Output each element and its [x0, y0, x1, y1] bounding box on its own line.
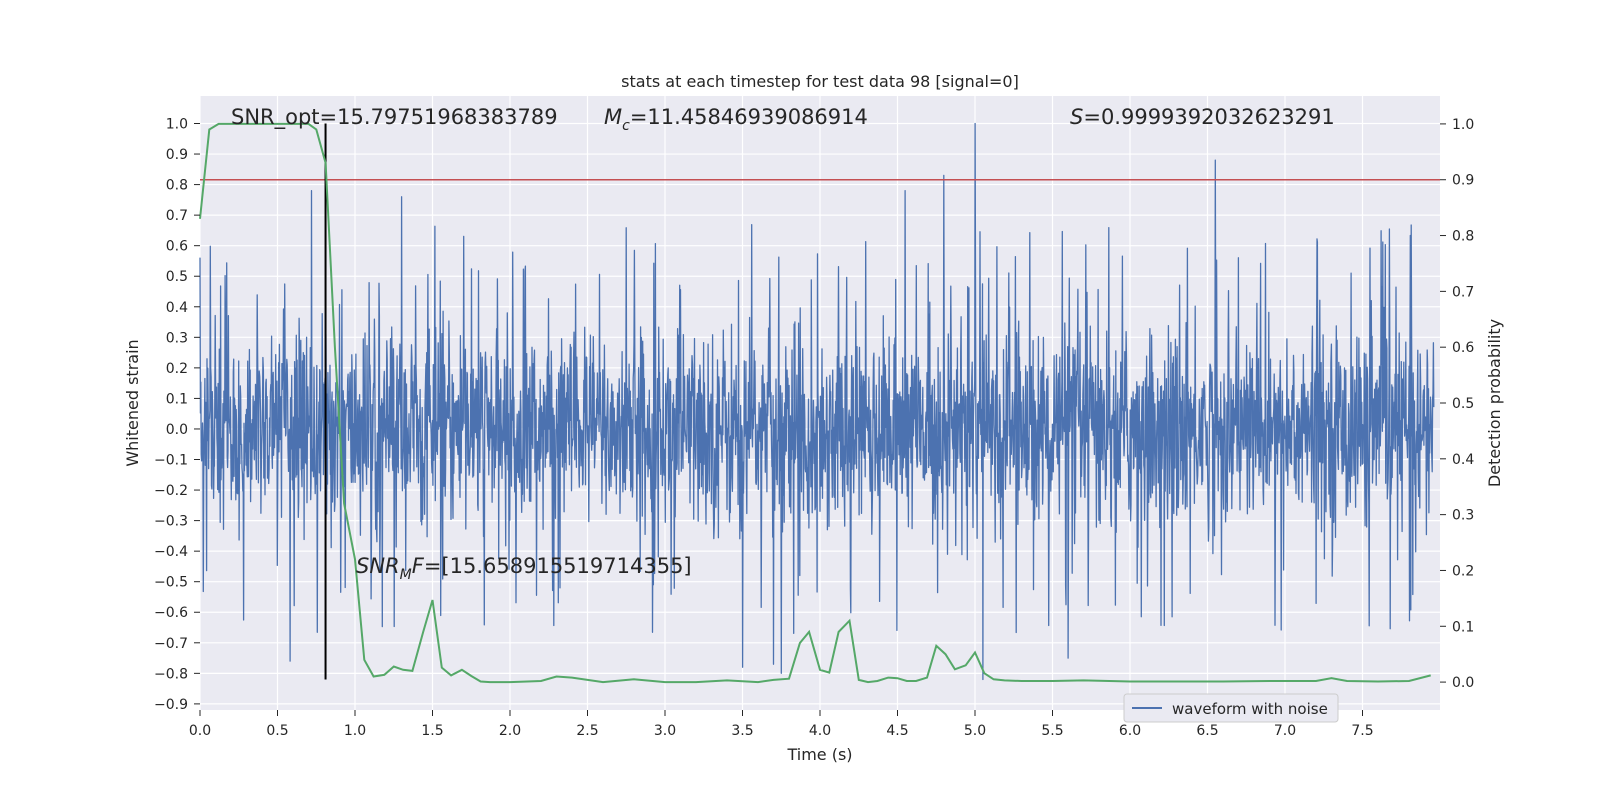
y-tick-label: −0.3	[154, 514, 188, 530]
x-tick-label: 3.5	[731, 723, 753, 739]
y-tick-label: −0.9	[154, 697, 188, 713]
chirp-mass-symbol: M	[604, 105, 622, 129]
right-y-ticks: 1.0 0.9 0.8 0.7 0.6 0.5 0.4 0.3 0.2 0.1 0.0	[1440, 117, 1474, 691]
y-tick-label: 0.5	[166, 269, 188, 285]
y-tick-label: 0.8	[166, 178, 188, 194]
y-tick-label: 1.0	[166, 116, 188, 132]
snr-mf-value: =[15.658915519714355]	[424, 554, 692, 578]
y-tick-label: 0.1	[166, 391, 188, 407]
chart-title: stats at each timestep for test data 98 …	[621, 72, 1019, 91]
x-tick-label: 5.5	[1041, 723, 1063, 739]
snr-opt-annotation: SNR_opt=15.79751968383789	[231, 105, 558, 130]
s-annotation: S=0.9999392032623291	[1070, 105, 1335, 129]
y-tick-label: 0.6	[166, 239, 188, 255]
x-tick-label: 5.0	[964, 723, 986, 739]
left-y-ticks: 1.0 0.9 0.8 0.7 0.6 0.5 0.4 0.3 0.2 0.1 0.0 −0.1 −0.…	[154, 116, 200, 713]
y2-tick-label: 0.8	[1452, 229, 1474, 245]
y-tick-label: 0.7	[166, 208, 188, 224]
x-tick-label: 1.0	[344, 723, 366, 739]
x-ticks: 0.0 0.5 1.0 1.5 2.0 2.5 3.0 3.5 4.0 4.5 5.0 5.5 6.0 6…	[189, 710, 1374, 739]
y-tick-label: −0.8	[154, 666, 188, 682]
s-symbol: S	[1070, 105, 1083, 129]
x-tick-label: 6.5	[1196, 723, 1218, 739]
y-axis-label: Whitened strain	[123, 339, 142, 466]
x-tick-label: 6.0	[1119, 723, 1141, 739]
y2-tick-label: 0.9	[1452, 173, 1474, 189]
y2-axis-label: Detection probability	[1485, 319, 1504, 487]
y2-tick-label: 0.2	[1452, 563, 1474, 579]
y2-tick-label: 0.1	[1452, 619, 1474, 635]
y-tick-label: 0.2	[166, 361, 188, 377]
x-tick-label: 7.0	[1274, 723, 1296, 739]
chirp-mass-annotation: Mc=11.45846939086914	[604, 105, 868, 134]
waveform-with-noise-series	[199, 122, 1435, 681]
snr-mf-symbol: SNR	[356, 554, 400, 578]
y2-tick-label: 0.6	[1452, 340, 1474, 356]
y-tick-label: 0.9	[166, 147, 188, 163]
x-tick-label: 0.5	[266, 723, 288, 739]
y2-tick-label: 1.0	[1452, 117, 1474, 133]
legend-entry-waveform: waveform with noise	[1172, 700, 1328, 718]
y-tick-label: −0.7	[154, 636, 188, 652]
overlay-lines	[200, 123, 1440, 680]
snr-mf-annotation: SNRMF=[15.658915519714355]	[356, 554, 692, 583]
detection-probability-line	[199, 122, 1431, 684]
x-tick-label: 0.0	[189, 723, 211, 739]
x-tick-label: 1.5	[421, 723, 443, 739]
y-tick-label: −0.5	[154, 575, 188, 591]
x-tick-label: 2.5	[576, 723, 598, 739]
y-tick-label: 0.3	[166, 330, 188, 346]
x-tick-label: 3.0	[654, 723, 676, 739]
snr-mf-tail: F	[412, 554, 425, 578]
s-value: =0.9999392032623291	[1083, 105, 1334, 129]
y2-tick-label: 0.3	[1452, 508, 1474, 524]
y-tick-label: −0.6	[154, 605, 188, 621]
legend-box	[1123, 693, 1339, 723]
x-tick-label: 4.0	[809, 723, 831, 739]
snr-mf-subscript: M	[400, 567, 412, 583]
x-tick-label: 7.5	[1351, 723, 1373, 739]
chirp-mass-subscript: c	[622, 118, 630, 134]
x-tick-label: 4.5	[886, 723, 908, 739]
detection-probability-series	[199, 122, 1431, 684]
x-tick-label: 2.0	[499, 723, 521, 739]
y-tick-label: −0.4	[154, 544, 188, 560]
y-tick-label: −0.1	[154, 453, 188, 469]
waveform-with-noise-line	[199, 122, 1435, 681]
y2-tick-label: 0.5	[1452, 396, 1474, 412]
y-tick-label: −0.2	[154, 483, 188, 499]
chirp-mass-value: =11.45846939086914	[630, 105, 868, 129]
x-axis-label: Time (s)	[786, 745, 852, 764]
y-tick-label: 0.4	[166, 300, 188, 316]
y2-tick-label: 0.0	[1452, 675, 1474, 691]
y-tick-label: 0.0	[166, 422, 188, 438]
y2-tick-label: 0.7	[1452, 284, 1474, 300]
y2-tick-label: 0.4	[1452, 452, 1474, 468]
legend: waveform with noise	[1123, 693, 1339, 723]
